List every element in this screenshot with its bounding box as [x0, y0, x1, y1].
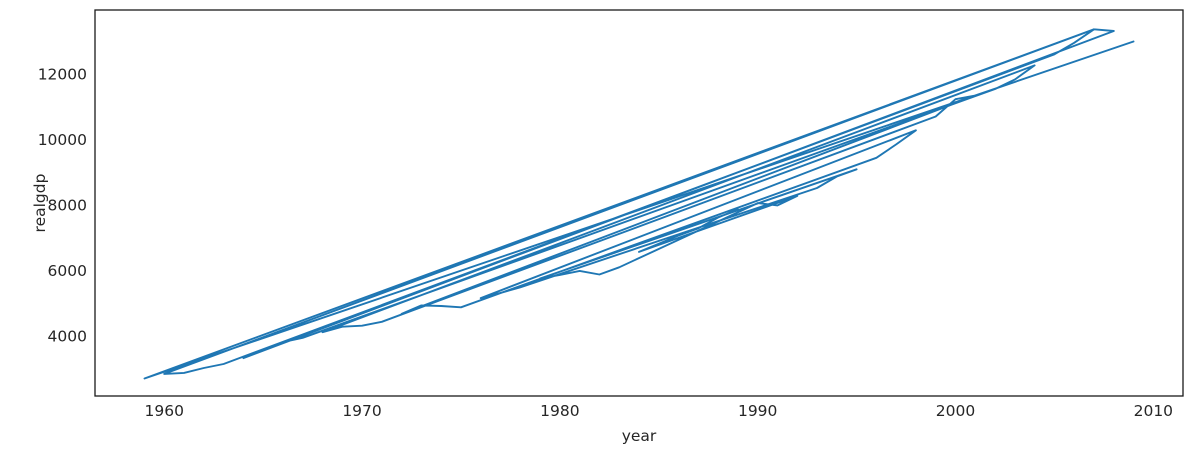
- realgdp-line: [143, 28, 1135, 380]
- x-tick-label: 1960: [145, 402, 184, 420]
- x-tick-label: 1990: [738, 402, 777, 420]
- y-tick-label: 8000: [48, 197, 87, 215]
- y-axis-label: realgdp: [31, 174, 49, 233]
- x-tick-label: 1970: [342, 402, 381, 420]
- x-tick-label: 1980: [540, 402, 579, 420]
- y-tick-label: 12000: [38, 65, 87, 83]
- x-tick-label: 2010: [1134, 402, 1173, 420]
- y-tick-label: 6000: [48, 262, 87, 280]
- x-axis-tick-labels: 1960 1970 1980 1990 2000 2010: [145, 402, 1174, 420]
- x-tick-label: 2000: [936, 402, 975, 420]
- x-axis-label: year: [622, 427, 657, 445]
- plot-border: [94, 9, 1184, 397]
- y-axis-tick-labels: 4000 6000 8000 10000 12000: [38, 65, 87, 345]
- y-tick-label: 10000: [38, 131, 87, 149]
- y-tick-label: 4000: [48, 328, 87, 346]
